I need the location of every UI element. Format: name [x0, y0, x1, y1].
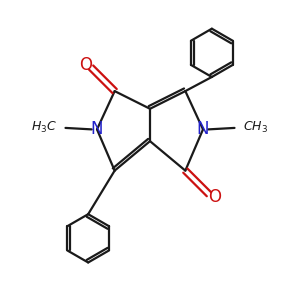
Text: N: N	[91, 120, 103, 138]
Text: O: O	[208, 188, 221, 206]
Text: $H_3C$: $H_3C$	[31, 120, 57, 136]
Text: O: O	[79, 56, 92, 74]
Text: $CH_3$: $CH_3$	[243, 120, 268, 136]
Text: N: N	[197, 120, 209, 138]
